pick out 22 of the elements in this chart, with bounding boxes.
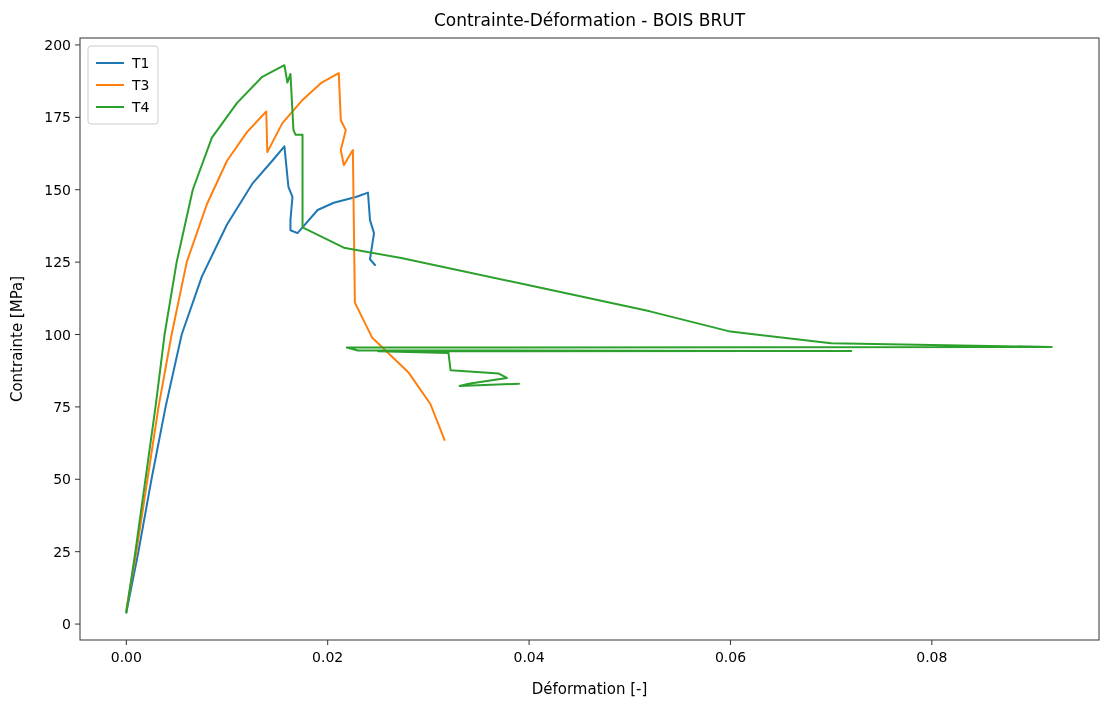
- line-series: [125, 72, 446, 611]
- legend-label: T1: [131, 55, 150, 71]
- x-tick-label: 0.06: [714, 649, 747, 665]
- x-tick-label: 0.04: [513, 649, 545, 665]
- x-tick-label: 0.02: [312, 649, 344, 665]
- y-tick-label: 50: [53, 471, 71, 488]
- x-axis-title: Déformation [-]: [531, 680, 648, 698]
- y-tick-label: 175: [44, 109, 71, 126]
- y-tick-label: 0: [62, 616, 71, 633]
- y-tick-label: 25: [53, 543, 71, 560]
- x-tick-label: 0.00: [110, 649, 142, 665]
- x-tick-label: 0.08: [916, 649, 948, 665]
- y-tick-label: 150: [44, 181, 71, 198]
- line-series: [125, 145, 377, 614]
- y-tick-label: 125: [44, 254, 71, 271]
- chart-title: Contrainte-Déformation - BOIS BRUT: [433, 10, 746, 30]
- y-tick-label: 75: [53, 398, 71, 415]
- legend-label: T3: [131, 77, 150, 93]
- y-axis-title: Contrainte [MPa]: [8, 275, 26, 403]
- y-tick-label: 100: [44, 326, 71, 343]
- legend-label: T4: [131, 99, 150, 115]
- y-tick-label: 200: [44, 36, 71, 53]
